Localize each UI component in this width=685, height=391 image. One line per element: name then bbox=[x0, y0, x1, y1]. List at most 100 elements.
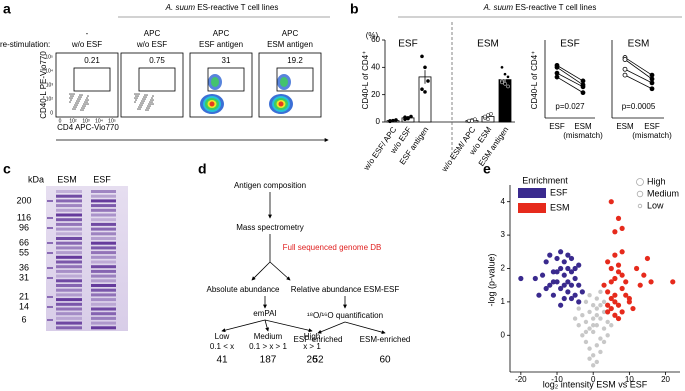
x-tick-label: ESM bbox=[616, 122, 634, 131]
data-point bbox=[503, 72, 507, 77]
protein-band bbox=[56, 293, 82, 297]
cell-dot bbox=[142, 98, 144, 100]
arrow bbox=[251, 261, 271, 281]
data-point bbox=[626, 299, 632, 305]
protein-band bbox=[91, 321, 116, 325]
protein-band bbox=[91, 298, 116, 302]
data-point bbox=[554, 64, 560, 70]
data-point bbox=[612, 312, 618, 318]
data-point bbox=[500, 80, 504, 85]
gate bbox=[73, 67, 111, 92]
y-axis-label: CD40-L of CD4⁺ bbox=[530, 51, 539, 110]
protein-band bbox=[91, 284, 116, 287]
marker-band bbox=[47, 277, 53, 279]
column-label: APC bbox=[144, 29, 161, 38]
data-point bbox=[561, 259, 567, 265]
header-italic: A. suum bbox=[165, 3, 196, 12]
protein-band bbox=[56, 213, 82, 217]
cell-dot bbox=[83, 103, 85, 105]
header-rest: ES-reactive T cell lines bbox=[197, 3, 278, 12]
cell-dot bbox=[151, 101, 153, 103]
axis-tick-label: 10⁴ bbox=[45, 68, 53, 74]
size-legend-marker bbox=[636, 190, 644, 198]
protein-band bbox=[56, 251, 82, 255]
header-italic: A. suum bbox=[483, 3, 514, 12]
cell-dot bbox=[81, 94, 83, 96]
data-point bbox=[547, 252, 553, 258]
protein-band bbox=[91, 227, 116, 231]
data-point bbox=[605, 302, 611, 308]
x-tick-label: 10 bbox=[625, 375, 634, 384]
node: 0.1 > x > 1 bbox=[249, 342, 287, 351]
cell-dot bbox=[83, 107, 85, 109]
data-point bbox=[615, 315, 622, 322]
protein-band bbox=[91, 237, 116, 240]
cell-dot bbox=[86, 97, 88, 99]
flow-plot bbox=[55, 52, 119, 118]
protein-band bbox=[56, 190, 82, 193]
protein-band bbox=[91, 232, 116, 236]
cell-dot bbox=[75, 106, 77, 108]
y-axis-label: CD40-L PE-Vio770 bbox=[39, 51, 48, 119]
data-point bbox=[598, 349, 603, 355]
cell-dot bbox=[69, 93, 71, 95]
data-point bbox=[619, 249, 625, 255]
protein-band bbox=[91, 316, 116, 320]
size-legend-label: Low bbox=[647, 200, 664, 210]
protein-band bbox=[56, 199, 82, 203]
protein-band bbox=[56, 307, 82, 311]
marker-band bbox=[47, 252, 53, 254]
cell-dot bbox=[69, 97, 71, 99]
data-point bbox=[615, 262, 622, 268]
x-tick-note: (mismatch) bbox=[632, 131, 672, 140]
group-label: ESF bbox=[398, 39, 417, 50]
cell-dot bbox=[138, 106, 140, 108]
axis-tick-label: 0 bbox=[59, 118, 62, 124]
marker-label: 31 bbox=[19, 272, 29, 282]
cell-dot bbox=[146, 94, 148, 96]
data-point bbox=[565, 265, 571, 272]
data-point bbox=[543, 259, 549, 265]
data-point bbox=[587, 309, 592, 315]
arrow bbox=[264, 319, 270, 332]
axis-tick-label: 10⁵ bbox=[108, 118, 116, 124]
cell-dot bbox=[150, 99, 152, 101]
y-axis-label: -log (p-value) bbox=[486, 253, 496, 306]
annotation: p=0.0005 bbox=[622, 102, 656, 111]
cell-dot bbox=[138, 93, 140, 95]
cell-dot bbox=[87, 95, 89, 97]
marker-band bbox=[47, 267, 53, 269]
data-point bbox=[503, 81, 507, 86]
legend-label: ESF bbox=[550, 187, 568, 197]
data-point bbox=[612, 299, 618, 305]
data-point bbox=[601, 309, 607, 315]
protein-band bbox=[56, 227, 82, 231]
marker-band bbox=[47, 200, 53, 202]
cell-dot bbox=[134, 101, 136, 103]
data-point bbox=[554, 269, 560, 275]
data-point bbox=[615, 269, 622, 275]
data-point bbox=[583, 339, 589, 345]
gate-value: 31 bbox=[222, 56, 231, 65]
data-point bbox=[470, 119, 474, 123]
column-label: - bbox=[86, 29, 89, 38]
data-point bbox=[583, 329, 589, 335]
protein-band bbox=[56, 321, 82, 325]
cell-dot bbox=[136, 97, 138, 99]
cell-dot bbox=[152, 99, 154, 101]
data-point bbox=[403, 115, 407, 120]
cell-dot bbox=[78, 96, 80, 98]
protein-band bbox=[91, 274, 116, 278]
cell-dot bbox=[77, 98, 79, 100]
protein-band bbox=[91, 255, 116, 259]
cell-dot bbox=[71, 93, 73, 95]
data-point bbox=[590, 316, 596, 321]
marker-label: 200 bbox=[16, 195, 31, 205]
x-tick-label: -10 bbox=[551, 375, 563, 384]
protein-band bbox=[56, 288, 82, 292]
protein-band bbox=[56, 208, 82, 212]
panel-header: A. suum ES-reactive T cell lines bbox=[483, 3, 597, 12]
cell-dot bbox=[147, 105, 149, 107]
count: 41 bbox=[216, 355, 228, 366]
axis-tick-label: 0 bbox=[50, 110, 53, 116]
